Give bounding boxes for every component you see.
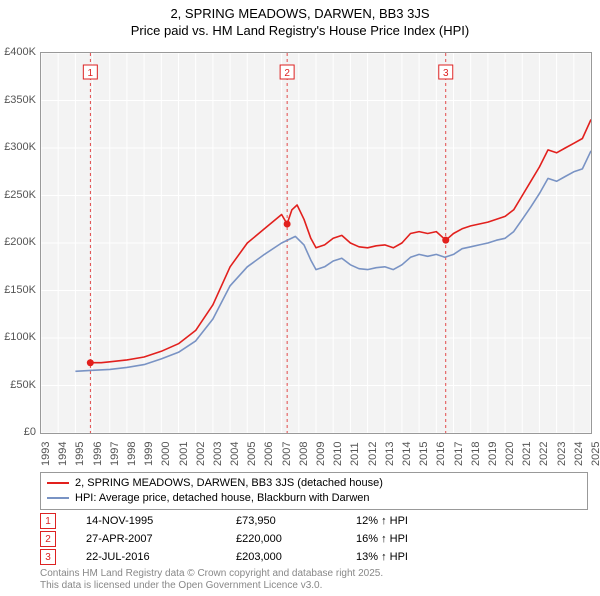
svg-text:2: 2 — [284, 68, 290, 79]
x-tick-label: 2014 — [401, 442, 413, 466]
y-tick-label: £200K — [4, 236, 36, 248]
chart-container: 2, SPRING MEADOWS, DARWEN, BB3 3JS Price… — [0, 6, 600, 596]
legend-label: 2, SPRING MEADOWS, DARWEN, BB3 3JS (deta… — [75, 476, 383, 491]
x-tick-label: 2008 — [298, 442, 310, 466]
legend-label: HPI: Average price, detached house, Blac… — [75, 491, 370, 506]
y-tick-label: £350K — [4, 94, 36, 106]
x-tick-label: 2019 — [487, 442, 499, 466]
x-tick-label: 2025 — [590, 442, 600, 466]
x-tick-label: 2001 — [178, 442, 190, 466]
x-tick-label: 2011 — [349, 442, 361, 466]
svg-text:3: 3 — [443, 68, 449, 79]
sale-delta: 16% ↑ HPI — [356, 533, 476, 545]
x-tick-label: 1993 — [40, 442, 52, 466]
sale-row: 3 22-JUL-2016£203,00013% ↑ HPI — [40, 548, 588, 566]
chart-plot-area: 1 2 3 — [40, 52, 592, 434]
title-line-1: 2, SPRING MEADOWS, DARWEN, BB3 3JS — [0, 6, 600, 23]
y-tick-label: £250K — [4, 189, 36, 201]
sale-row: 1 14-NOV-1995£73,95012% ↑ HPI — [40, 512, 588, 530]
x-tick-label: 2016 — [435, 442, 447, 466]
sales-table: 1 14-NOV-1995£73,95012% ↑ HPI 2 27-APR-2007… — [40, 512, 588, 566]
sale-delta: 13% ↑ HPI — [356, 551, 476, 563]
legend-box: 2, SPRING MEADOWS, DARWEN, BB3 3JS (deta… — [40, 472, 588, 510]
y-tick-label: £100K — [4, 331, 36, 343]
chart-svg: 1 2 3 — [41, 53, 591, 433]
sale-marker-number: 1 — [40, 513, 56, 529]
chart-title: 2, SPRING MEADOWS, DARWEN, BB3 3JS Price… — [0, 6, 600, 40]
x-tick-label: 1995 — [74, 442, 86, 466]
y-tick-label: £0 — [24, 426, 36, 438]
title-line-2: Price paid vs. HM Land Registry's House … — [0, 23, 600, 40]
footer-attribution: Contains HM Land Registry data © Crown c… — [40, 568, 383, 592]
x-tick-label: 2006 — [263, 442, 275, 466]
sale-date: 22-JUL-2016 — [86, 551, 236, 563]
footer-line-2: This data is licensed under the Open Gov… — [40, 580, 383, 592]
sale-date: 14-NOV-1995 — [86, 515, 236, 527]
legend-swatch — [47, 497, 69, 499]
legend-item: 2, SPRING MEADOWS, DARWEN, BB3 3JS (deta… — [47, 476, 581, 491]
x-tick-label: 2007 — [281, 442, 293, 466]
sale-date: 27-APR-2007 — [86, 533, 236, 545]
sale-delta: 12% ↑ HPI — [356, 515, 476, 527]
x-tick-label: 2017 — [453, 442, 465, 466]
y-tick-label: £150K — [4, 284, 36, 296]
x-tick-label: 2012 — [367, 442, 379, 466]
x-tick-label: 2021 — [521, 442, 533, 466]
x-axis-ticks: 1993 1994 1995 1996 1997 1998 1999 2000 2001 2002… — [40, 434, 590, 472]
x-tick-label: 2005 — [246, 442, 258, 466]
sale-row: 2 27-APR-2007£220,00016% ↑ HPI — [40, 530, 588, 548]
x-tick-label: 2002 — [195, 442, 207, 466]
x-tick-label: 2022 — [538, 442, 550, 466]
x-tick-label: 2020 — [504, 442, 516, 466]
sale-price: £203,000 — [236, 551, 356, 563]
y-axis-ticks: £0£50K£100K£150K£200K£250K£300K£350K£400… — [0, 52, 38, 432]
legend-swatch — [47, 482, 69, 484]
y-tick-label: £400K — [4, 46, 36, 58]
svg-text:1: 1 — [88, 68, 94, 79]
x-tick-label: 2023 — [556, 442, 568, 466]
x-tick-label: 1998 — [126, 442, 138, 466]
x-tick-label: 1994 — [57, 442, 69, 466]
x-tick-label: 2024 — [573, 442, 585, 466]
x-tick-label: 2010 — [332, 442, 344, 466]
sale-marker-number: 3 — [40, 549, 56, 565]
sale-price: £73,950 — [236, 515, 356, 527]
x-tick-label: 2015 — [418, 442, 430, 466]
y-tick-label: £300K — [4, 141, 36, 153]
x-tick-label: 2004 — [229, 442, 241, 466]
x-tick-label: 1999 — [143, 442, 155, 466]
y-tick-label: £50K — [10, 379, 36, 391]
x-tick-label: 2009 — [315, 442, 327, 466]
x-tick-label: 2000 — [160, 442, 172, 466]
x-tick-label: 2013 — [384, 442, 396, 466]
x-tick-label: 2018 — [470, 442, 482, 466]
sale-price: £220,000 — [236, 533, 356, 545]
legend-item: HPI: Average price, detached house, Blac… — [47, 491, 581, 506]
x-tick-label: 1997 — [109, 442, 121, 466]
sale-marker-number: 2 — [40, 531, 56, 547]
x-tick-label: 2003 — [212, 442, 224, 466]
x-tick-label: 1996 — [92, 442, 104, 466]
footer-line-1: Contains HM Land Registry data © Crown c… — [40, 568, 383, 580]
